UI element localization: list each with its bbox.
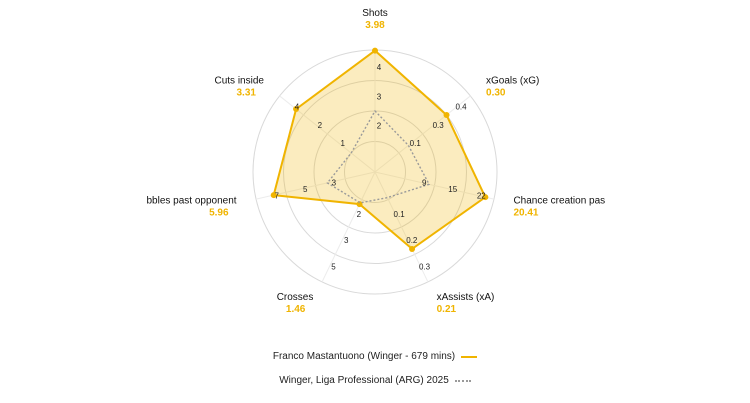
grid-spoke-5 bbox=[321, 171, 376, 283]
tick-label-5-2: 3 bbox=[344, 236, 349, 245]
legend-swatch-average bbox=[454, 379, 471, 382]
tick-label-3-3: 22 bbox=[477, 191, 486, 200]
tick-label-1-3: 4 bbox=[377, 63, 382, 72]
tick-label-1-1: 2 bbox=[377, 122, 382, 131]
series-point-1-6 bbox=[270, 192, 277, 199]
axis-label-7: Cuts inside bbox=[215, 75, 265, 86]
value-label-5: 1.46 bbox=[286, 304, 306, 315]
legend-label-average: Winger, Liga Professional (ARG) 2025 bbox=[279, 375, 449, 386]
tick-label-7-1: 1 bbox=[341, 139, 346, 148]
tick-label-5-1: 2 bbox=[357, 210, 362, 219]
legend-label-player: Franco Mastantuono (Winger - 679 mins) bbox=[272, 351, 456, 362]
tick-label-3-1: 9 bbox=[422, 178, 427, 187]
tick-label-6-3: 7 bbox=[274, 191, 279, 200]
series-area-1 bbox=[272, 49, 487, 251]
value-label-2: 0.30 bbox=[486, 87, 506, 98]
axis-label-1: Shots bbox=[362, 8, 388, 19]
legend-item-player: Franco Mastantuono (Winger - 679 mins) bbox=[0, 351, 750, 362]
axis-label-4: xAssists (xA) bbox=[437, 292, 495, 303]
series-point-1-1 bbox=[372, 47, 378, 54]
series-point-1-7 bbox=[293, 106, 300, 113]
value-label-6: 5.96 bbox=[209, 208, 229, 219]
series-point-1-5 bbox=[356, 201, 363, 208]
tick-label-2-3: 0.4 bbox=[455, 103, 467, 112]
axis-label-5: Crosses bbox=[277, 292, 314, 303]
tick-label-1-2: 3 bbox=[377, 92, 382, 101]
grid-spoke-2 bbox=[374, 95, 471, 173]
tick-label-2-1: 0.1 bbox=[410, 139, 422, 148]
value-label-1: 3.98 bbox=[365, 20, 385, 31]
tick-label-5-3: 5 bbox=[331, 263, 336, 272]
legend-item-average: Winger, Liga Professional (ARG) 2025 bbox=[0, 375, 750, 386]
value-label-7: 3.31 bbox=[237, 87, 257, 98]
tick-label-7-2: 2 bbox=[318, 121, 323, 130]
series-area-2 bbox=[326, 109, 431, 204]
tick-label-7-3: 4 bbox=[295, 103, 300, 112]
series-point-1-2 bbox=[443, 111, 450, 118]
tick-label-2-2: 0.3 bbox=[433, 121, 445, 130]
tick-label-4-2: 0.2 bbox=[406, 236, 418, 245]
tick-label-6-2: 5 bbox=[303, 185, 308, 194]
tick-label-3-2: 15 bbox=[448, 185, 457, 194]
series-point-1-3 bbox=[482, 194, 489, 201]
legend-swatch-player bbox=[461, 355, 478, 358]
axis-label-3: Chance creation pas bbox=[513, 196, 605, 207]
series-point-1-4 bbox=[409, 245, 416, 252]
grid-spoke-4 bbox=[374, 171, 429, 283]
axis-label-6: bbles past opponent bbox=[146, 196, 236, 207]
tick-label-6-1: 3 bbox=[332, 178, 337, 187]
tick-label-4-1: 0.1 bbox=[394, 210, 406, 219]
axis-label-2: xGoals (xG) bbox=[486, 75, 539, 86]
value-label-4: 0.21 bbox=[437, 304, 457, 315]
value-label-3: 20.41 bbox=[513, 208, 538, 219]
tick-label-4-3: 0.3 bbox=[419, 263, 431, 272]
grid-spoke-3 bbox=[374, 171, 495, 200]
